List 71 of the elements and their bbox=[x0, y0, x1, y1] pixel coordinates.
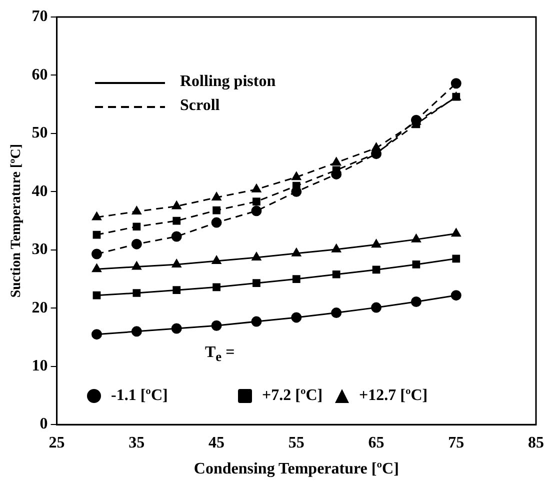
point bbox=[412, 234, 421, 242]
x-tick-label: 75 bbox=[448, 434, 464, 452]
point bbox=[91, 248, 102, 260]
point bbox=[131, 238, 142, 250]
point bbox=[172, 259, 182, 268]
point bbox=[171, 231, 182, 242]
x-tick-label: 35 bbox=[128, 434, 145, 452]
point bbox=[172, 286, 181, 294]
point bbox=[371, 302, 382, 313]
annotation: -1.1 [ºC] bbox=[111, 387, 168, 404]
point bbox=[132, 206, 142, 214]
x-tick-label: 25 bbox=[48, 434, 65, 452]
point bbox=[451, 228, 461, 237]
y-tick-label: 60 bbox=[32, 66, 48, 84]
point bbox=[452, 254, 460, 263]
point bbox=[292, 275, 300, 283]
point bbox=[91, 329, 102, 340]
point bbox=[212, 206, 220, 214]
point bbox=[172, 216, 181, 225]
y-tick-label: 30 bbox=[32, 241, 48, 258]
point bbox=[211, 217, 222, 228]
point bbox=[132, 289, 141, 297]
point bbox=[292, 172, 302, 180]
annotation: +12.7 [ºC] bbox=[359, 387, 428, 404]
x-tick-label: 45 bbox=[208, 434, 225, 452]
y-tick-label: 40 bbox=[32, 182, 48, 200]
point bbox=[331, 308, 342, 318]
annotation: T$_{e}$ = bbox=[205, 344, 235, 364]
y-tick-label: 70 bbox=[32, 8, 48, 26]
annotation: Scroll bbox=[180, 97, 220, 114]
point bbox=[332, 244, 341, 252]
x-tick-label: 55 bbox=[288, 434, 304, 452]
point bbox=[251, 206, 262, 216]
point bbox=[332, 157, 341, 166]
y-tick-label: 10 bbox=[32, 358, 48, 375]
y-tick-label: 50 bbox=[32, 124, 48, 142]
point bbox=[92, 291, 101, 300]
point bbox=[212, 283, 220, 292]
y-tick-label: 0 bbox=[40, 416, 48, 433]
x-tick-label: 65 bbox=[368, 434, 384, 452]
y-axis-title: Suction Temperature [ºC] bbox=[9, 144, 24, 298]
annotation: +7.2 [ºC] bbox=[262, 387, 323, 404]
point bbox=[450, 78, 462, 89]
point bbox=[132, 262, 142, 270]
point bbox=[171, 323, 182, 334]
point bbox=[132, 222, 141, 231]
point bbox=[252, 279, 260, 288]
point bbox=[412, 260, 420, 268]
point bbox=[291, 312, 302, 323]
point bbox=[92, 212, 102, 220]
point bbox=[450, 290, 462, 301]
point bbox=[372, 239, 381, 248]
point bbox=[211, 320, 222, 331]
point bbox=[252, 252, 262, 260]
point bbox=[212, 256, 222, 264]
y-tick-label: 20 bbox=[32, 299, 48, 316]
point bbox=[251, 316, 262, 327]
point bbox=[372, 266, 380, 274]
x-axis-title: Condensing Temperature [ºC] bbox=[194, 460, 399, 478]
point bbox=[212, 192, 222, 201]
point bbox=[332, 270, 340, 278]
point bbox=[92, 230, 101, 239]
point bbox=[92, 264, 102, 272]
point bbox=[252, 184, 262, 192]
point bbox=[252, 198, 260, 206]
annotation: Rolling piston bbox=[180, 73, 276, 90]
x-tick-label: 85 bbox=[528, 434, 544, 452]
point bbox=[292, 248, 302, 256]
point bbox=[410, 296, 422, 307]
point bbox=[172, 200, 182, 210]
point bbox=[131, 326, 142, 337]
